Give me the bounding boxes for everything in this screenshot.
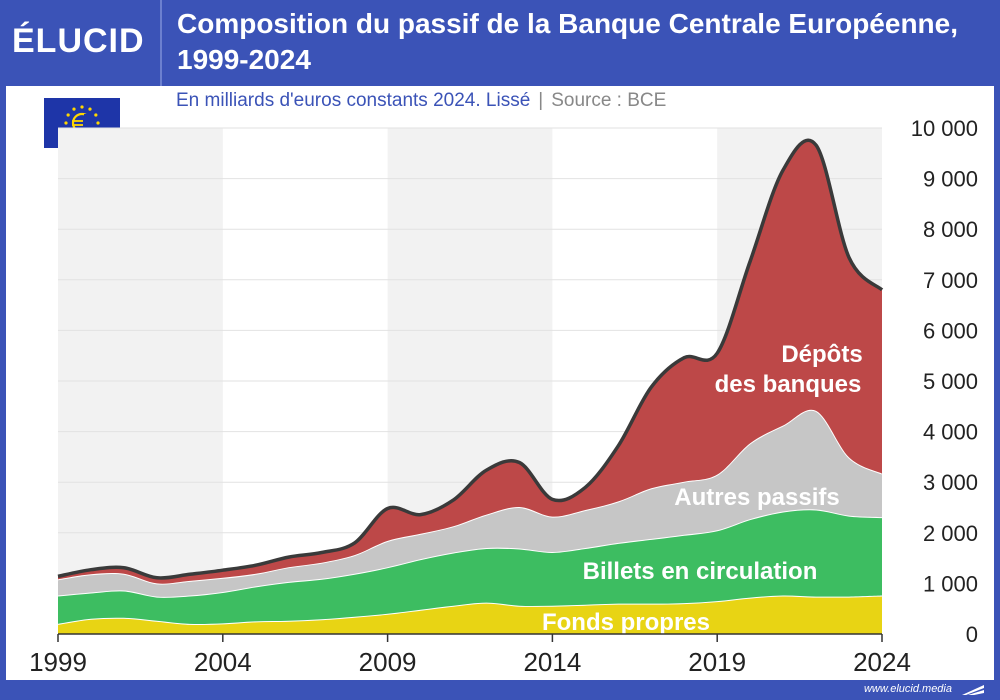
y-tick-label: 9 000 (923, 167, 978, 192)
flag-star (94, 113, 98, 117)
x-tick-labels: 1999 2004 2009 2014 2019 2024 (29, 633, 911, 677)
y-tick-label: 3 000 (923, 470, 978, 495)
label-billets: Billets en circulation (583, 558, 818, 585)
subtitle-separator: | (538, 90, 544, 111)
total-outline-line (57, 138, 884, 580)
label-depots-line1: Dépôts (781, 341, 862, 368)
elucid-mark-icon (962, 685, 984, 695)
label-depots-line2: des banques (715, 371, 862, 398)
x-tick-label: 2024 (853, 647, 911, 677)
x-tick-label: 2009 (359, 647, 417, 677)
y-tick-label: 10 000 (911, 116, 978, 141)
flag-star (80, 105, 84, 109)
flag-star (88, 107, 92, 111)
y-tick-label: 8 000 (923, 217, 978, 242)
y-tick-label: 7 000 (923, 268, 978, 293)
y-tick-label: 1 000 (923, 571, 978, 596)
chart-title: Composition du passif de la Banque Centr… (177, 8, 959, 75)
footer: www.elucid.media (0, 680, 1000, 700)
y-tick-label: 4 000 (923, 420, 978, 445)
y-tick-label: 2 000 (923, 521, 978, 546)
chart-subtitle: En milliards d'euros constants 2024. Lis… (176, 90, 666, 112)
x-tick-label: 2014 (523, 647, 581, 677)
stacked-areas (57, 140, 883, 634)
header-divider (160, 0, 162, 86)
series-labels: Fonds propres Billets en circulation Autre… (542, 341, 863, 636)
area-depots-banques (58, 140, 882, 584)
y-tick-label: 5 000 (923, 369, 978, 394)
flag-star (64, 121, 68, 125)
flag-star (96, 121, 100, 125)
elucid-logo: ÉLUCID (12, 22, 145, 60)
area-billets (58, 509, 882, 625)
area-fonds-propres (58, 595, 882, 634)
x-tick-label: 1999 (29, 647, 87, 677)
y-tick-label: 0 (966, 622, 978, 647)
y-tick-labels: 0 1 000 2 000 3 000 4 000 5 000 6 000 7 000 8 00… (911, 116, 978, 647)
footer-url: www.elucid.media (863, 683, 952, 695)
x-tick-label: 2004 (194, 647, 252, 677)
header: ÉLUCID Composition du passif de la Banqu… (0, 0, 1000, 86)
label-fonds-propres: Fonds propres (542, 609, 710, 636)
subtitle-text: En milliards d'euros constants 2024. Lis… (176, 90, 531, 111)
total-outline (57, 138, 884, 580)
y-tick-label: 6 000 (923, 318, 978, 343)
flag-star (72, 107, 76, 111)
area-autres-passifs (58, 409, 882, 597)
x-tick-label: 2019 (688, 647, 746, 677)
source-text: Source : BCE (551, 90, 667, 111)
flag-star (66, 113, 70, 117)
label-autres-passifs: Autres passifs (674, 484, 839, 511)
